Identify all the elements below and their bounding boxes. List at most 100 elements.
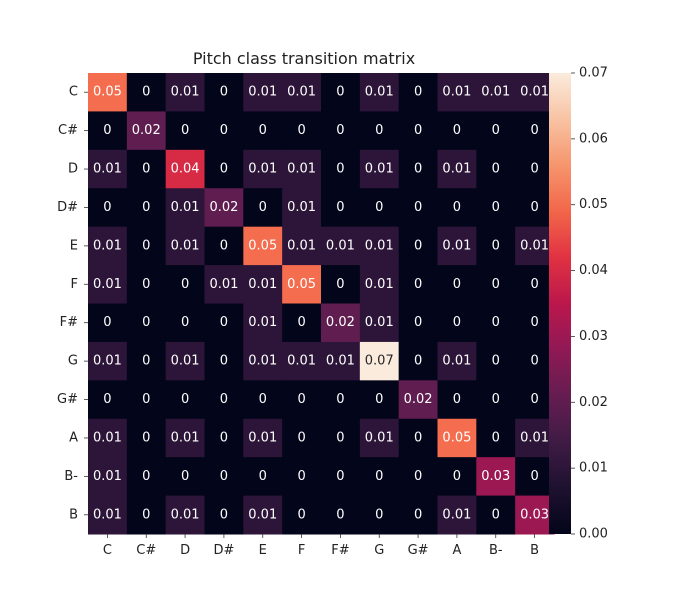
heatmap-cell xyxy=(359,111,400,151)
cell-label: 0.01 xyxy=(365,162,394,177)
heatmap-cell xyxy=(88,380,128,420)
cell-label: 0.01 xyxy=(442,238,471,253)
heatmap-cell xyxy=(321,226,361,266)
heatmap-cell xyxy=(359,226,400,266)
heatmap-cell xyxy=(515,495,555,535)
cell-label: 0.01 xyxy=(520,430,549,445)
heatmap-cell xyxy=(282,380,322,420)
y-tick-label: C# xyxy=(58,123,78,138)
heatmap-cell xyxy=(243,418,283,458)
cell-label: 0 xyxy=(414,354,422,369)
cell-label: 0 xyxy=(142,315,150,330)
y-tick-label: G# xyxy=(57,392,78,407)
cell-label: 0 xyxy=(336,469,344,484)
cell-label: 0.03 xyxy=(481,469,510,484)
heatmap-cell xyxy=(88,111,128,151)
cell-label: 0 xyxy=(259,392,267,407)
cell-label: 0.02 xyxy=(209,200,238,215)
cell-label: 0.01 xyxy=(248,162,277,177)
heatmap-cell xyxy=(204,457,244,497)
cell-label: 0.01 xyxy=(171,507,200,522)
cell-label: 0 xyxy=(259,200,267,215)
heatmap-cell xyxy=(126,149,167,189)
heatmap-cell xyxy=(398,495,438,535)
cell-label: 0 xyxy=(297,392,305,407)
cell-label: 0 xyxy=(336,430,344,445)
heatmap-cell xyxy=(88,341,128,381)
heatmap-cell xyxy=(126,73,167,112)
cell-label: 0 xyxy=(414,162,422,177)
heatmap-cell xyxy=(476,380,516,420)
heatmap-cell xyxy=(437,457,477,497)
cell-label: 0 xyxy=(297,469,305,484)
heatmap-cell xyxy=(321,73,361,112)
x-tick-label: B xyxy=(530,543,539,558)
cell-label: 0 xyxy=(414,469,422,484)
cell-label: 0 xyxy=(492,162,500,177)
cell-label: 0.01 xyxy=(93,507,122,522)
cell-label: 0.01 xyxy=(248,315,277,330)
x-axis-ticks: C C# D D# E F F# G G# A B- B xyxy=(103,534,539,558)
colorbar-ticks: 0.00 0.01 0.02 0.03 0.04 0.05 0.06 0.07 xyxy=(571,66,608,542)
cell-label: 0 xyxy=(336,200,344,215)
heatmap-cell xyxy=(476,495,516,535)
heatmap-cell xyxy=(437,149,477,189)
heatmap-cell xyxy=(321,418,361,458)
heatmap-cell xyxy=(515,341,555,381)
cell-label: 0 xyxy=(453,392,461,407)
heatmap-cell xyxy=(437,265,477,305)
heatmap-cell xyxy=(282,149,322,189)
cell-label: 0.01 xyxy=(326,354,355,369)
heatmap-cell xyxy=(165,265,205,305)
cell-label: 0.01 xyxy=(93,469,122,484)
cell-label: 0 xyxy=(220,238,228,253)
heatmap-cell xyxy=(165,380,205,420)
heatmap-cell xyxy=(398,226,438,266)
cell-label: 0 xyxy=(492,430,500,445)
heatmap-cell xyxy=(321,265,361,305)
cell-label: 0 xyxy=(453,277,461,292)
heatmap-cell xyxy=(243,265,283,305)
heatmap-cell xyxy=(88,226,128,266)
heatmap-cell xyxy=(243,73,283,112)
heatmap-cell xyxy=(243,341,283,381)
heatmap-cell xyxy=(476,418,516,458)
heatmap-cell xyxy=(243,188,283,228)
cell-label: 0.01 xyxy=(93,277,122,292)
heatmap-cell xyxy=(359,303,400,343)
y-tick-label: B xyxy=(69,507,78,522)
cell-label: 0 xyxy=(142,200,150,215)
heatmap-cell xyxy=(515,380,555,420)
cell-label: 0 xyxy=(414,200,422,215)
cell-label: 0 xyxy=(297,507,305,522)
y-tick-label: B- xyxy=(64,469,78,484)
cell-label: 0.01 xyxy=(442,354,471,369)
heatmap-cell xyxy=(282,341,322,381)
cell-label: 0 xyxy=(181,469,189,484)
heatmap-cell xyxy=(126,226,167,266)
heatmap-cell xyxy=(165,226,205,266)
cell-label: 0 xyxy=(492,392,500,407)
cell-label: 0 xyxy=(336,85,344,100)
cell-label: 0 xyxy=(220,162,228,177)
y-tick-label: E xyxy=(70,238,78,253)
heatmap-cell xyxy=(515,303,555,343)
heatmap-cell xyxy=(359,265,400,305)
cell-label: 0 xyxy=(142,354,150,369)
heatmap-cell xyxy=(165,73,205,112)
heatmap-cell xyxy=(165,188,205,228)
heatmap-cell xyxy=(88,495,128,535)
heatmap-cell xyxy=(359,341,400,381)
heatmap-cell xyxy=(204,495,244,535)
cell-label: 0 xyxy=(142,469,150,484)
cell-label: 0 xyxy=(530,277,538,292)
x-tick-label: F# xyxy=(331,543,349,558)
cell-label: 0 xyxy=(259,469,267,484)
heatmap-cell xyxy=(515,149,555,189)
cell-label: 0.02 xyxy=(132,123,161,138)
cell-label: 0 xyxy=(103,200,111,215)
heatmap-cell xyxy=(243,226,283,266)
cell-label: 0 xyxy=(336,277,344,292)
cell-label: 0 xyxy=(375,469,383,484)
heatmap-cell xyxy=(437,341,477,381)
